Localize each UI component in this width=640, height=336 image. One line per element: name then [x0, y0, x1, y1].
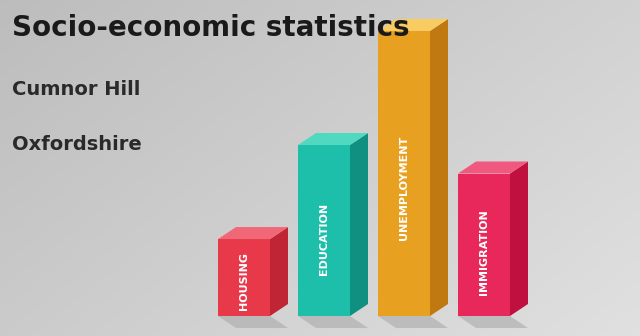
Text: Oxfordshire: Oxfordshire — [12, 135, 141, 154]
Polygon shape — [378, 316, 448, 328]
Polygon shape — [350, 133, 368, 316]
Polygon shape — [298, 133, 368, 145]
Text: UNEMPLOYMENT: UNEMPLOYMENT — [399, 136, 409, 240]
Polygon shape — [458, 173, 510, 316]
Polygon shape — [218, 316, 288, 328]
Polygon shape — [458, 162, 528, 173]
Text: IMMIGRATION: IMMIGRATION — [479, 209, 489, 295]
Polygon shape — [378, 19, 448, 31]
Text: EDUCATION: EDUCATION — [319, 203, 329, 275]
Polygon shape — [430, 19, 448, 316]
Text: Cumnor Hill: Cumnor Hill — [12, 80, 140, 99]
Polygon shape — [270, 227, 288, 316]
Polygon shape — [218, 239, 270, 316]
Text: HOUSING: HOUSING — [239, 252, 249, 310]
Text: Socio-economic statistics: Socio-economic statistics — [12, 14, 410, 42]
Polygon shape — [298, 145, 350, 316]
Polygon shape — [218, 227, 288, 239]
Polygon shape — [298, 316, 368, 328]
Polygon shape — [378, 31, 430, 316]
Polygon shape — [510, 162, 528, 316]
Polygon shape — [458, 316, 528, 328]
